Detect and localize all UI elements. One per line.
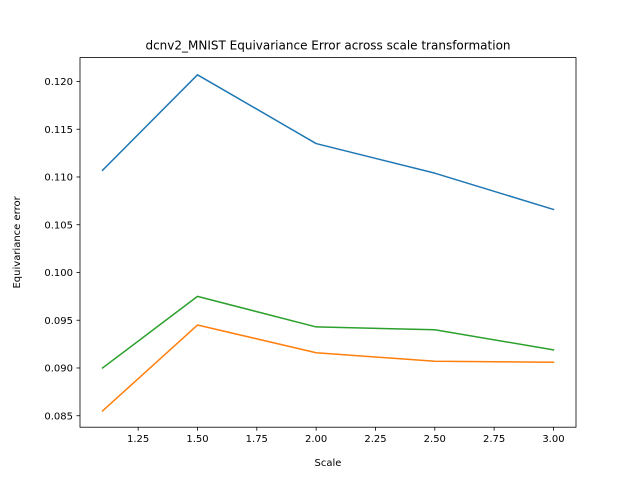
series-line-1: [101, 74, 555, 211]
series-line-3: [101, 295, 555, 370]
x-tick-label: 2.50: [424, 434, 446, 445]
plot-frame: [79, 57, 577, 428]
y-tick-label: 0.110: [44, 173, 73, 184]
x-axis: 1.25 1.50 1.75 2.00 2.25 2.50 2.75 3.00: [127, 427, 565, 445]
x-tick-label: 2.25: [364, 434, 386, 445]
x-tick-label: 1.75: [246, 434, 268, 445]
x-axis-label: Scale: [315, 458, 342, 469]
y-tick-label: 0.095: [44, 316, 73, 327]
x-tick-label: 1.25: [127, 434, 149, 445]
y-tick-label: 0.120: [44, 77, 73, 88]
x-tick-label: 1.50: [186, 434, 208, 445]
chart-title: dcnv2_MNIST Equivariance Error across sc…: [145, 39, 510, 53]
y-tick-label: 0.085: [44, 411, 73, 422]
x-tick-label: 3.00: [542, 434, 564, 445]
y-tick-label: 0.115: [44, 125, 73, 136]
series-line-2: [101, 324, 555, 413]
x-tick-label: 2.00: [305, 434, 327, 445]
y-axis-label: Equivariance error: [12, 195, 23, 288]
y-tick-label: 0.090: [44, 364, 73, 375]
y-axis: 0.085 0.090 0.095 0.100 0.105 0.110 0.115 0.120: [44, 77, 80, 422]
series-layer: [101, 74, 555, 413]
y-tick-label: 0.105: [44, 220, 73, 231]
x-tick-label: 2.75: [483, 434, 505, 445]
y-tick-label: 0.100: [44, 268, 73, 279]
